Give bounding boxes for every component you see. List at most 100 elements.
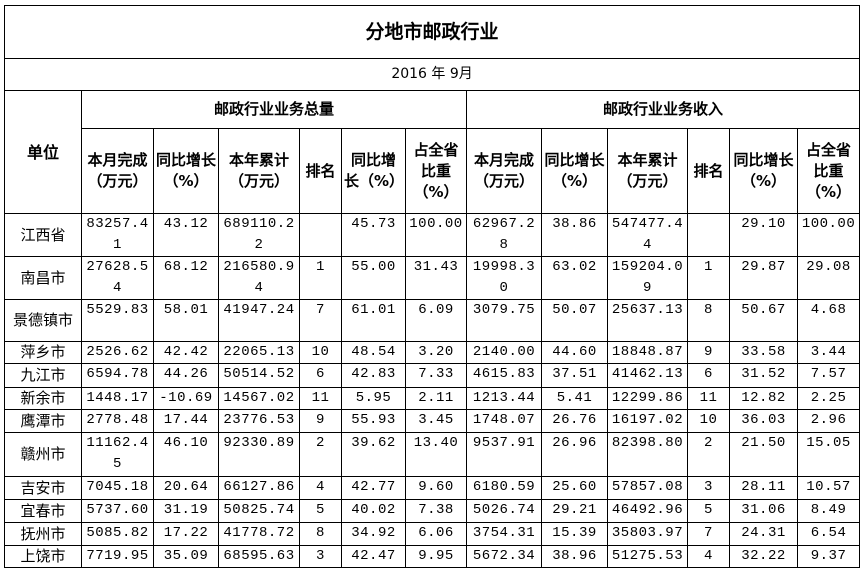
cell-ytd-value: 50825.74 [218, 499, 300, 523]
table-row: 宜春市 5737.60 31.19 50825.74 5 40.02 7.38 5026.74… [4, 499, 860, 523]
col-header-ytd-yoy-growth: 同比增长（%） [729, 128, 798, 214]
cell-province-share: 3.45 [405, 409, 467, 433]
cell-month-value: 7719.95 [81, 545, 154, 568]
postal-industry-table: 分地市邮政行业 2016 年 9月 单位 邮政行业业务总量 邮政行业业务收入 本… [3, 5, 860, 568]
region-name: 景德镇市 [4, 299, 82, 342]
cell-province-share: 100.00 [796, 213, 860, 257]
col-header-month-value: 本月完成（万元） [81, 128, 154, 214]
cell-ytd-yoy-growth: 33.58 [729, 341, 798, 364]
table-row: 景德镇市 5529.83 58.01 41947.24 7 61.01 6.09 3079.7… [4, 299, 860, 342]
region-name: 新余市 [4, 387, 82, 410]
cell-province-share: 6.06 [405, 522, 467, 546]
cell-ytd-yoy-growth: 42.47 [341, 545, 406, 568]
cell-province-share: 9.60 [405, 476, 467, 500]
cell-rank: 3 [687, 476, 730, 500]
cell-ytd-value: 92330.89 [218, 432, 300, 477]
region-name: 上饶市 [4, 545, 82, 568]
col-header-rank: 排名 [299, 128, 342, 214]
table-row: 吉安市 7045.18 20.64 66127.86 4 42.77 9.60 6180.59… [4, 476, 860, 500]
cell-province-share: 7.33 [405, 363, 467, 388]
cell-ytd-value: 41778.72 [218, 522, 300, 546]
cell-ytd-value: 547477.44 [607, 213, 688, 257]
cell-ytd-value: 51275.53 [607, 545, 688, 568]
region-name: 鹰潭市 [4, 409, 82, 433]
cell-province-share: 2.11 [405, 387, 467, 410]
cell-yoy-growth: 58.01 [153, 299, 219, 342]
cell-ytd-yoy-growth: 31.06 [729, 499, 798, 523]
cell-ytd-value: 35803.97 [607, 522, 688, 546]
cell-yoy-growth: 38.96 [541, 545, 608, 568]
cell-month-value: 4615.83 [466, 363, 542, 388]
col-header-province-share: 占全省比重（%） [796, 128, 860, 214]
group-header-volume: 邮政行业业务总量 [81, 90, 467, 129]
cell-rank: 10 [687, 409, 730, 433]
cell-province-share: 29.08 [796, 256, 860, 300]
region-name: 江西省 [4, 213, 82, 257]
cell-month-value: 5085.82 [81, 522, 154, 546]
col-header-yoy-growth: 同比增长（%） [541, 128, 608, 214]
cell-province-share: 6.54 [796, 522, 860, 546]
cell-rank: 1 [299, 256, 342, 300]
cell-yoy-growth: 50.07 [541, 299, 608, 342]
cell-province-share: 9.95 [405, 545, 467, 568]
region-name: 赣州市 [4, 432, 82, 477]
cell-ytd-yoy-growth: 61.01 [341, 299, 406, 342]
cell-ytd-yoy-growth: 45.73 [341, 213, 406, 257]
cell-ytd-yoy-growth: 28.11 [729, 476, 798, 500]
cell-yoy-growth: 63.02 [541, 256, 608, 300]
cell-yoy-growth: 17.22 [153, 522, 219, 546]
cell-ytd-value: 50514.52 [218, 363, 300, 388]
cell-yoy-growth: 44.26 [153, 363, 219, 388]
cell-yoy-growth: 46.10 [153, 432, 219, 477]
col-header-month-value: 本月完成（万元） [466, 128, 542, 214]
col-header-province-share: 占全省比重（%） [405, 128, 467, 214]
cell-ytd-yoy-growth: 42.77 [341, 476, 406, 500]
table-title: 分地市邮政行业 [3, 5, 860, 59]
cell-yoy-growth: 31.19 [153, 499, 219, 523]
cell-rank: 7 [299, 299, 342, 342]
cell-rank: 8 [687, 299, 730, 342]
cell-yoy-growth: 38.86 [541, 213, 608, 257]
cell-province-share: 9.37 [796, 545, 860, 568]
cell-province-share: 4.68 [796, 299, 860, 342]
col-header-ytd-yoy-growth: 同比增长（%） [341, 128, 406, 214]
cell-rank: 6 [687, 363, 730, 388]
cell-rank: 11 [299, 387, 342, 410]
cell-province-share: 13.40 [405, 432, 467, 477]
cell-rank: 2 [687, 432, 730, 477]
cell-rank: 3 [299, 545, 342, 568]
cell-month-value: 3079.75 [466, 299, 542, 342]
region-name: 宜春市 [4, 499, 82, 523]
cell-ytd-value: 159204.09 [607, 256, 688, 300]
cell-ytd-yoy-growth: 29.10 [729, 213, 798, 257]
cell-month-value: 2526.62 [81, 341, 154, 364]
cell-yoy-growth: 26.76 [541, 409, 608, 433]
region-name: 九江市 [4, 363, 82, 388]
cell-ytd-yoy-growth: 55.93 [341, 409, 406, 433]
cell-month-value: 83257.41 [81, 213, 154, 257]
cell-month-value: 5026.74 [466, 499, 542, 523]
cell-yoy-growth: 35.09 [153, 545, 219, 568]
cell-province-share: 100.00 [405, 213, 467, 257]
region-name: 萍乡市 [4, 341, 82, 364]
cell-yoy-growth: 15.39 [541, 522, 608, 546]
cell-ytd-value: 66127.86 [218, 476, 300, 500]
cell-month-value: 5737.60 [81, 499, 154, 523]
cell-ytd-yoy-growth: 24.31 [729, 522, 798, 546]
cell-ytd-value: 25637.13 [607, 299, 688, 342]
region-name: 南昌市 [4, 256, 82, 300]
cell-rank [299, 213, 342, 257]
table-row: 江西省 83257.41 43.12 689110.22 45.73 100.00 6296… [4, 213, 860, 257]
cell-province-share: 2.96 [796, 409, 860, 433]
cell-rank: 5 [299, 499, 342, 523]
cell-month-value: 1448.17 [81, 387, 154, 410]
region-name: 吉安市 [4, 476, 82, 500]
cell-month-value: 1213.44 [466, 387, 542, 410]
cell-month-value: 6180.59 [466, 476, 542, 500]
cell-rank: 2 [299, 432, 342, 477]
cell-rank: 4 [299, 476, 342, 500]
cell-month-value: 2778.48 [81, 409, 154, 433]
table-row: 赣州市 11162.45 46.10 92330.89 2 39.62 13.40 9537.… [4, 432, 860, 477]
cell-province-share: 3.20 [405, 341, 467, 364]
cell-ytd-yoy-growth: 48.54 [341, 341, 406, 364]
